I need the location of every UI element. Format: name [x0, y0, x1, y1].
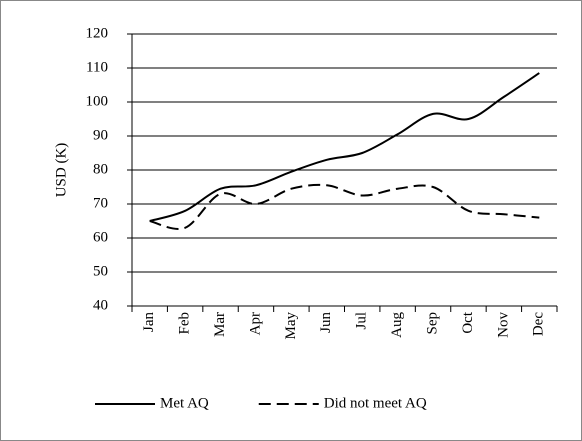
x-tick-label: Nov — [495, 312, 511, 338]
x-tick-label: May — [283, 312, 299, 340]
y-tick-label: 80 — [93, 161, 108, 177]
x-tick-label: Aug — [389, 312, 405, 338]
x-tick-label: Jul — [354, 312, 370, 330]
y-tick-label: 120 — [86, 25, 109, 41]
line-series — [149, 183, 540, 230]
x-tick-label: Feb — [177, 312, 193, 335]
y-tick-label: 40 — [93, 297, 108, 313]
legend-label: Met AQ — [160, 395, 209, 411]
y-tick-label: 100 — [86, 93, 109, 109]
y-tick-label: 90 — [93, 127, 108, 143]
x-tick-label: Dec — [531, 312, 547, 336]
y-tick-label: 110 — [86, 59, 108, 75]
y-tick-label: 60 — [93, 229, 108, 245]
x-tick-label: Mar — [212, 312, 228, 337]
x-tick-label: Jun — [318, 312, 334, 333]
x-tick-label: Apr — [247, 312, 263, 335]
y-tick-label: 70 — [93, 195, 108, 211]
x-tick-label: Oct — [460, 311, 476, 333]
x-tick-label: Jan — [141, 312, 157, 332]
line-series — [149, 72, 540, 222]
legend-label: Did not meet AQ — [324, 395, 427, 411]
y-axis-label: USD (K) — [53, 143, 69, 198]
x-tick-label: Sep — [424, 312, 440, 335]
y-tick-label: 50 — [93, 263, 108, 279]
